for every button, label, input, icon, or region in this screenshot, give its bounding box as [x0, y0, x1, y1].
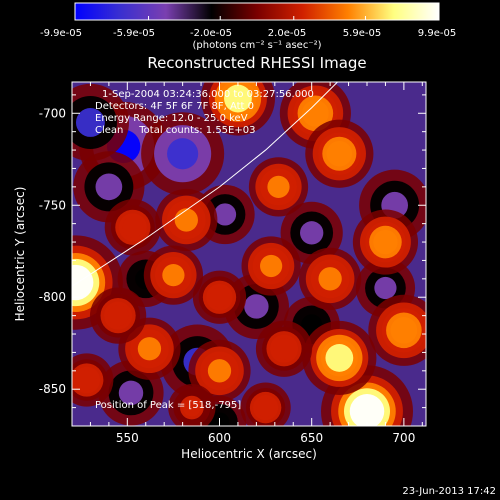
bright-source: [326, 140, 353, 167]
y-tick-label: -850: [39, 382, 66, 396]
annotation-peak-position: Position of Peak = [518,-795]: [95, 400, 241, 411]
chart-title: Reconstructed RHESSI Image: [147, 54, 366, 72]
negative-region: [118, 380, 144, 406]
bright-source: [174, 208, 198, 232]
bright-source: [256, 398, 276, 418]
y-axis-label: Heliocentric Y (arcsec): [13, 187, 27, 322]
negative-region: [374, 276, 397, 300]
bright-source: [302, 99, 329, 127]
colorbar-tick-label: -9.9e-05: [40, 28, 82, 39]
colorbar-tick-label: 2.0e-05: [268, 28, 306, 39]
y-tick-label: -800: [39, 290, 66, 304]
x-axis-label: Heliocentric X (arcsec): [181, 447, 317, 461]
colorbar-strip: [74, 2, 440, 21]
bright-source: [107, 305, 129, 327]
y-tick-label: -750: [39, 198, 66, 212]
bright-source: [325, 344, 354, 372]
bright-source: [72, 264, 94, 301]
negative-region: [300, 221, 324, 245]
bright-source: [373, 229, 398, 255]
plot-frame: [71, 81, 427, 427]
colorbar-tick-label: -2.0e-05: [190, 28, 232, 39]
bright-source: [318, 267, 342, 291]
negative-region: [213, 203, 237, 226]
bright-source: [209, 287, 230, 308]
negative-region: [167, 138, 199, 170]
x-tick-label: 700: [392, 431, 415, 445]
annotation-clean-counts: Clean Total counts: 1.55E+03: [95, 125, 255, 136]
negative-region: [75, 108, 105, 137]
bright-source: [390, 317, 418, 344]
x-tick-label: 550: [116, 431, 139, 445]
bright-source: [162, 264, 185, 287]
bright-source: [137, 337, 162, 361]
colorbar-units: (photons cm⁻² s⁻¹ asec⁻²): [192, 40, 321, 51]
bright-source: [182, 398, 201, 417]
bright-source: [122, 216, 144, 238]
bright-source: [260, 254, 283, 278]
x-tick-label: 600: [208, 431, 231, 445]
annotation-time-range: 1-Sep-2004 03:24:36.000 to 03:27:56.000: [102, 89, 314, 100]
colorbar-tick-label: 9.9e-05: [418, 28, 456, 39]
bright-source: [349, 394, 385, 426]
bright-source: [273, 338, 295, 360]
colorbar-tick-label: 5.9e-05: [343, 28, 381, 39]
plot-area: [72, 82, 426, 426]
annotation-energy-range: Energy Range: 12.0 - 25.0 keV: [95, 113, 248, 124]
colorbar: -9.9e-05 -5.9e-05 -2.0e-05 2.0e-05 5.9e-…: [40, 2, 456, 51]
bright-source: [207, 359, 232, 383]
negative-region: [95, 173, 123, 201]
colorbar-ticks: [74, 16, 440, 20]
bright-source: [76, 370, 97, 391]
annotation-detectors: Detectors: 4F 5F 6F 7F 8F, Att 0: [95, 101, 254, 112]
y-tick-label: -700: [39, 106, 66, 120]
emission-map: [72, 82, 426, 426]
solar-limb-curve: [72, 82, 338, 287]
x-tick-label: 650: [300, 431, 323, 445]
footer-date: 23-Jun-2013 17:42: [402, 486, 496, 497]
bright-source: [224, 84, 252, 113]
axis-ticks: [71, 82, 426, 427]
colorbar-tick-label: -5.9e-05: [113, 28, 155, 39]
bright-source: [267, 175, 290, 198]
negative-region: [244, 294, 269, 319]
